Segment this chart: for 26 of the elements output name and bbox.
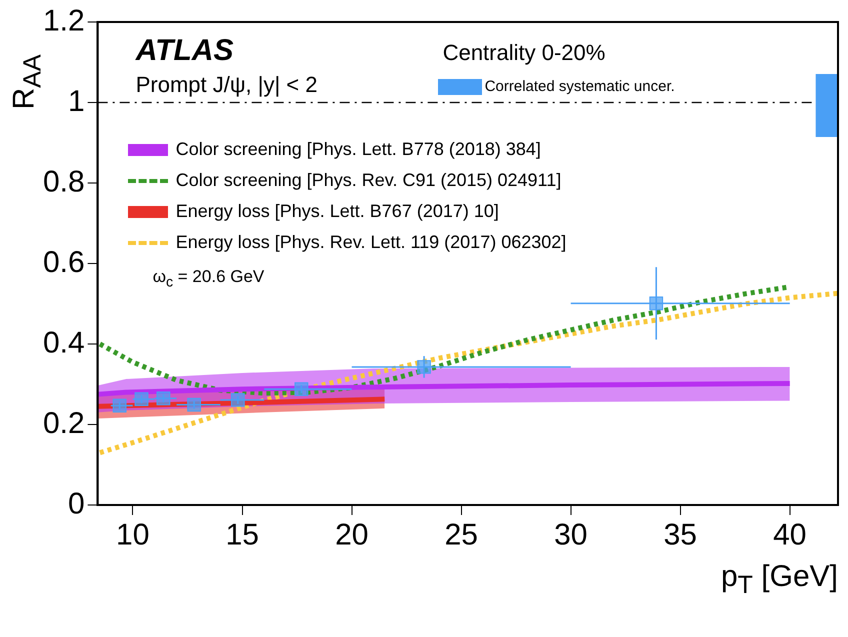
y-tick-label: 0.6 [42, 246, 85, 279]
x-tick-label: 15 [226, 518, 259, 552]
y-tick-label: 0.8 [42, 165, 85, 198]
x-tick-label: 30 [554, 518, 588, 552]
x-tick-label: 35 [664, 518, 697, 552]
annotation: ω$_{c}$ = 20.6 GeV [152, 267, 264, 290]
annotation: Centrality 0-20% [442, 40, 606, 66]
point [294, 382, 308, 396]
y-tick-label: 0.2 [42, 406, 85, 440]
legend-label: Energy loss [Phys. Rev. Lett. 119 (2017) 062302] [176, 232, 566, 253]
point [112, 398, 126, 412]
y-tick-label: 0 [68, 487, 85, 520]
y-tick-label: 1 [68, 84, 85, 118]
x-tick-label: 20 [335, 518, 368, 552]
y-tick-label: 0.4 [42, 326, 85, 360]
legend-label: Color screening [Phys. Lett. B778 (2018) 384] [176, 139, 541, 160]
annotation: Prompt J/ψ, |y| < 2 [136, 72, 318, 98]
x-tick-label: 10 [116, 518, 150, 552]
x-tick-label: 40 [773, 518, 807, 552]
x-tick-label: 25 [444, 518, 478, 552]
x-axis-title: p$_{T}$ [GeV] [720, 560, 838, 600]
y-tick-label: 1.2 [42, 4, 85, 38]
annotation: ATLAS [136, 34, 234, 68]
legend-label: Energy loss [Phys. Lett. B767 (2017) 10] [176, 201, 499, 222]
legend-label: Color screening [Phys. Rev. C91 (2015) 024911] [176, 170, 562, 191]
legend-label: Correlated systematic uncer. [484, 78, 675, 95]
